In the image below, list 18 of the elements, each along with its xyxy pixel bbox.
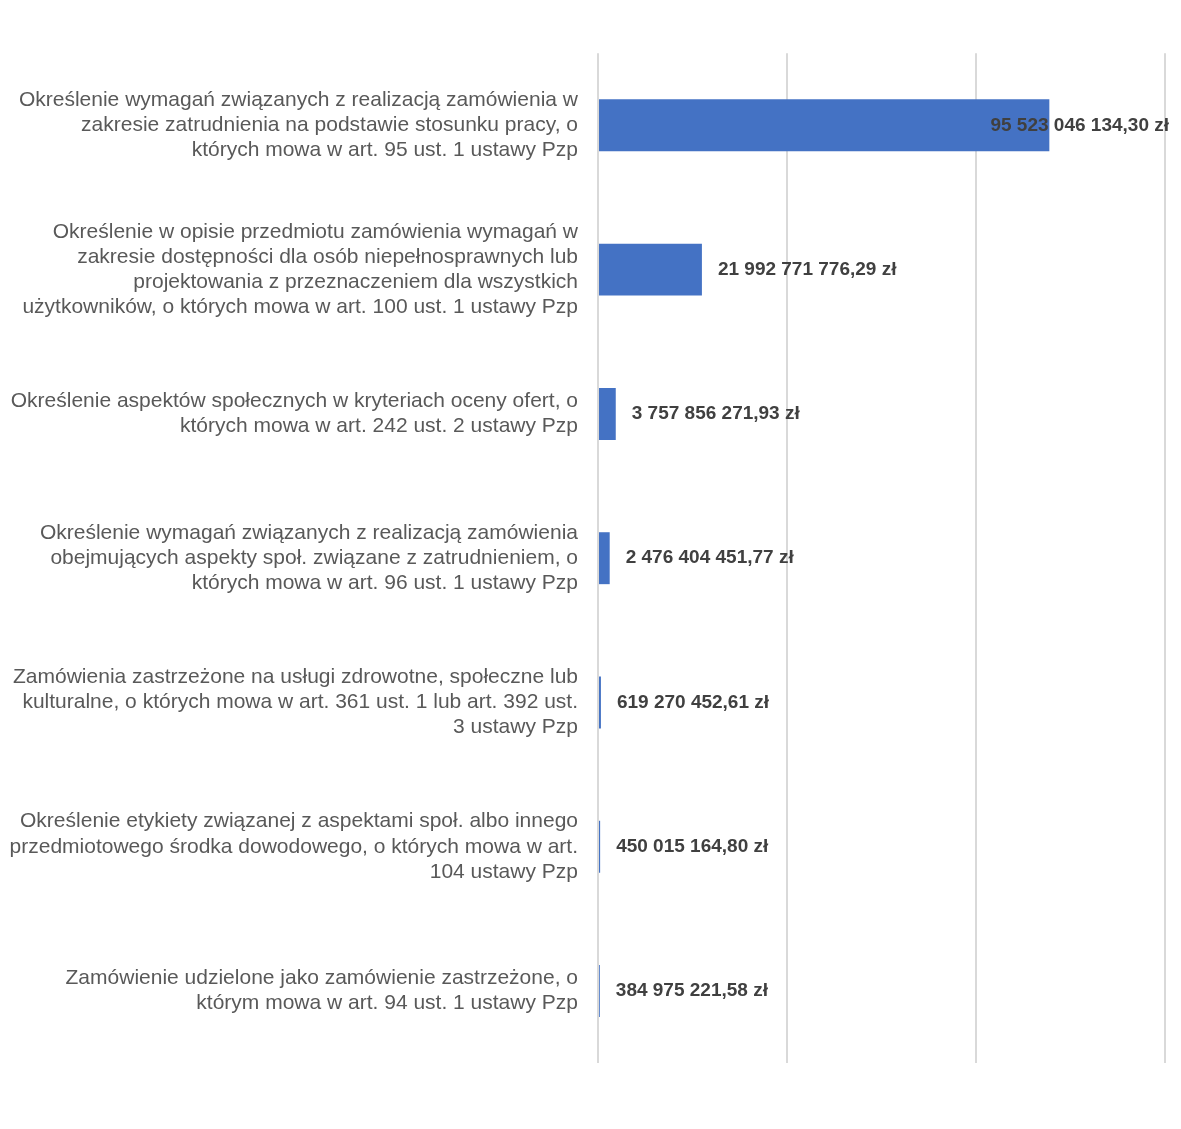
y-tick-label: Zamówienia zastrzeżone na usługi zdrowotne, społeczne lub kulturalne, o których mowa w art. 361 ust. 1 lub art. 392 ust. 3 ustawy Pzp xyxy=(13,664,578,738)
data-label: 3 757 856 271,93 zł xyxy=(631,402,801,424)
bar xyxy=(599,532,610,585)
data-label: 450 015 164,80 zł xyxy=(616,835,769,857)
y-tick-label: Określenie wymagań związanych z realizacją zamówienia obejmujących aspekty społ. związane z zatrudnieniem, o których mowa w art. 96 ust. 1 ustawy Pzp xyxy=(39,519,579,594)
data-label: 2 476 404 451,77 zł xyxy=(625,546,795,568)
bar xyxy=(599,387,616,440)
y-tick-label: Określenie w opisie przedmiotu zamówienia wymagań w zakresie dostępności dla osób niepełnosprawnych lub projektowania z przeznaczeniem dla wszystkich użytkowników, o których mowa w art. 100 ust. 1 ustawy Pzp xyxy=(22,218,579,318)
data-label: 384 975 221,58 zł xyxy=(615,979,769,1001)
data-label: 95 523 046 134,30 zł xyxy=(990,113,1170,135)
y-tick-label: Określenie wymagań związanych z realizacją zamówienia w zakresie zatrudnienia na podstawie stosunku pracy, o których mowa w art. 95 ust. 1 ustawy Pzp xyxy=(18,86,579,161)
bar xyxy=(599,243,702,296)
bar xyxy=(599,99,1050,152)
y-tick-label: Zamówienie udzielone jako zamówienie zastrzeżone, o którym mowa w art. 94 ust. 1 ustawy Pzp xyxy=(65,965,578,1014)
y-tick-label: Określenie etykiety związanej z aspektami społ. albo innego przedmiotowego środka dowodowego, o których mowa w art. 104 ustawy Pzp xyxy=(9,808,578,882)
y-tick-label: Określenie aspektów społecznych w kryteriach oceny ofert, o których mowa w art. 242 ust. 2 ustawy Pzp xyxy=(10,388,578,437)
data-label: 619 270 452,61 zł xyxy=(616,690,770,712)
data-label: 21 992 771 776,29 zł xyxy=(717,257,898,279)
